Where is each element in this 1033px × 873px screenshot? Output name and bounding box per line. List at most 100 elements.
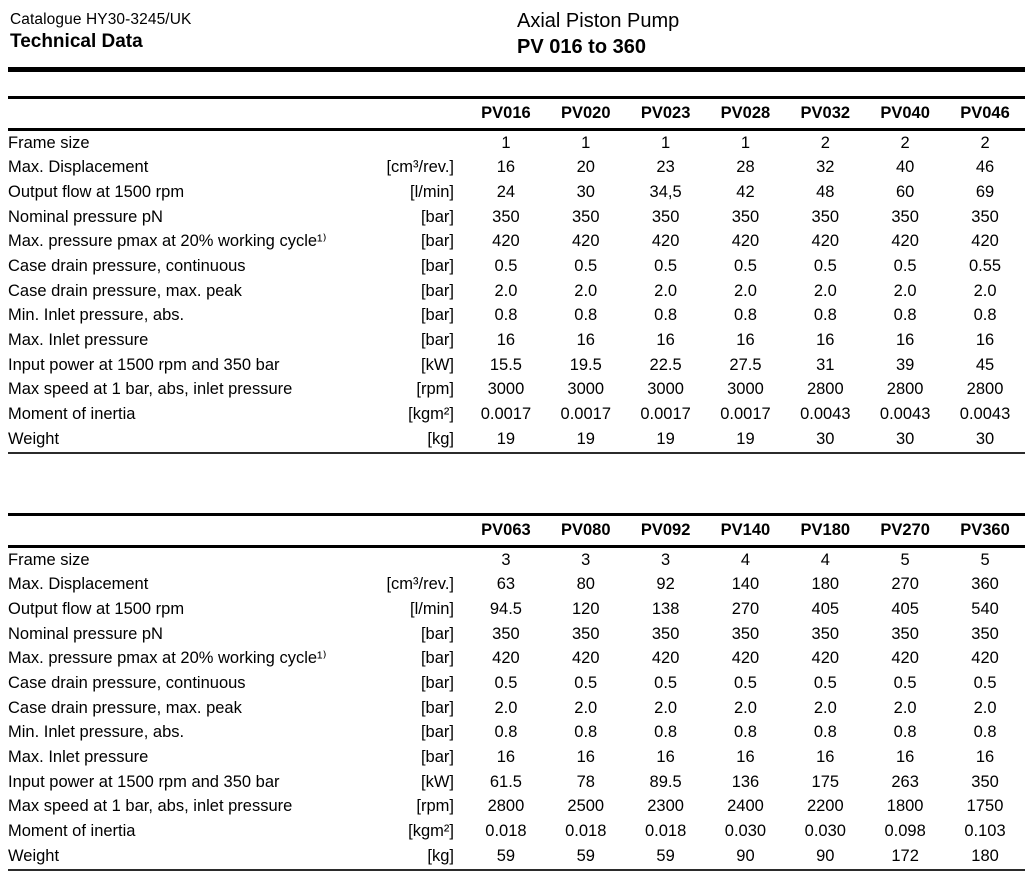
row-label: Frame size [8, 550, 90, 569]
value-cell: 2800 [487, 797, 525, 816]
row-unit: [bar] [420, 331, 454, 350]
value-cell: 405 [811, 599, 840, 618]
value-cell: 420 [811, 232, 840, 251]
value-cell: 15.5 [489, 355, 522, 374]
value-cell: 270 [891, 575, 919, 594]
value-cell: 0.8 [494, 306, 518, 325]
value-cell: 420 [572, 649, 600, 668]
row-unit: [kg] [427, 846, 454, 865]
row-label: Case drain pressure, max. peak [8, 281, 242, 300]
table-row: Max. pressure pmax at 20% working cycle¹… [8, 230, 1025, 255]
row-label: Moment of inertia [8, 822, 136, 841]
value-cell: 16 [736, 748, 755, 767]
row-label: Max speed at 1 bar, abs, inlet pressure [8, 380, 293, 399]
value-cell: 94.5 [489, 599, 522, 618]
row-unit: [rpm] [416, 380, 454, 399]
row-unit [308, 546, 466, 572]
value-cell: 5 [900, 550, 910, 569]
value-cell: 420 [731, 649, 760, 668]
value-cell: 27.5 [729, 355, 762, 374]
value-cell: 92 [656, 575, 675, 594]
row-unit: [kg] [427, 429, 454, 448]
value-cell: 39 [895, 355, 915, 374]
value-cell: 350 [811, 624, 840, 643]
row-unit [308, 130, 466, 156]
value-cell: 32 [816, 158, 835, 177]
value-cell: 350 [971, 624, 999, 643]
value-cell: 420 [971, 649, 999, 668]
row-unit: [bar] [420, 281, 454, 300]
table-row: Weight [kg] 19 19 19 19 30 30 30 [8, 427, 1025, 453]
value-cell: 30 [816, 429, 835, 448]
value-cell: 3 [581, 550, 591, 569]
product-name: Axial Piston Pump [517, 10, 680, 32]
row-label: Nominal pressure pN [8, 624, 163, 643]
value-cell: 2.0 [893, 281, 917, 300]
value-cell: 120 [572, 599, 600, 618]
value-cell: 0.8 [654, 306, 678, 325]
value-cell: 20 [576, 158, 595, 177]
table-row: Case drain pressure, max. peak [bar] 2.0 2.… [8, 279, 1025, 304]
table-row: Weight [kg] 59 59 59 90 90 172 180 [8, 844, 1025, 870]
table-row: Output flow at 1500 rpm [l/min] 94.5 120 138… [8, 597, 1025, 622]
value-cell: 16 [895, 748, 915, 767]
value-cell: 420 [891, 649, 919, 668]
table-row: Input power at 1500 rpm and 350 bar [kW] 1… [8, 353, 1025, 378]
value-cell: 180 [971, 846, 999, 865]
row-label: Max. Displacement [8, 575, 149, 594]
value-cell: 420 [572, 232, 600, 251]
table-row: Output flow at 1500 rpm [l/min] 24 30 34,5 42… [8, 180, 1025, 205]
value-cell: 34,5 [649, 182, 682, 201]
value-cell: 136 [731, 772, 760, 791]
value-cell: 420 [492, 232, 520, 251]
row-unit: [bar] [420, 257, 454, 276]
value-cell: 420 [811, 649, 840, 668]
value-cell: 2800 [806, 380, 844, 399]
value-cell: 0.5 [574, 257, 598, 276]
row-unit: [l/min] [409, 182, 454, 201]
value-cell: 420 [731, 232, 760, 251]
value-cell: 61.5 [489, 772, 522, 791]
row-unit: [l/min] [409, 599, 454, 618]
value-cell: 19 [736, 429, 755, 448]
table-row: Case drain pressure, continuous [bar] 0.5 0… [8, 254, 1025, 279]
row-label: Case drain pressure, continuous [8, 673, 246, 692]
page-header: Catalogue HY30-3245/UK Technical Data Ax… [8, 8, 1025, 66]
value-cell: 59 [576, 846, 595, 865]
value-cell: 4 [740, 550, 751, 569]
column-header: PV016 [466, 97, 546, 131]
value-cell: 59 [496, 846, 516, 865]
table-row: Max. Displacement [cm³/rev.] 63 80 92 140 180 2… [8, 573, 1025, 598]
value-cell: 5 [980, 550, 990, 569]
row-unit: [rpm] [416, 797, 454, 816]
column-header: PV080 [545, 514, 626, 548]
row-unit: [bar] [420, 698, 454, 717]
value-cell: 48 [816, 182, 835, 201]
value-cell: 0.0017 [640, 405, 691, 424]
value-cell: 16 [576, 748, 595, 767]
value-cell: 2800 [966, 380, 1004, 399]
value-cell: 0.8 [893, 306, 917, 325]
tables-host: PV016 PV020 PV023 PV028 PV032 PV040 PV046 Frame… [8, 96, 1025, 871]
value-cell: 59 [656, 846, 675, 865]
value-cell: 3 [661, 550, 671, 569]
value-cell: 2 [820, 133, 830, 152]
value-cell: 2.0 [733, 281, 757, 300]
column-header: PV046 [945, 97, 1025, 131]
row-label: Nominal pressure pN [8, 207, 163, 226]
value-cell: 360 [971, 575, 999, 594]
value-cell: 0.018 [485, 822, 527, 841]
value-cell: 0.5 [813, 257, 837, 276]
row-label: Min. Inlet pressure, abs. [8, 723, 185, 742]
value-cell: 19.5 [569, 355, 602, 374]
column-header: PV032 [785, 97, 866, 131]
row-label: Min. Inlet pressure, abs. [8, 306, 185, 325]
value-cell: 350 [731, 207, 760, 226]
value-cell: 0.5 [893, 673, 917, 692]
value-cell: 540 [971, 599, 999, 618]
table-row: Nominal pressure pN [bar] 350 350 350 350 350 3… [8, 622, 1025, 647]
column-header: PV180 [785, 514, 866, 548]
value-cell: 3000 [727, 380, 764, 399]
value-cell: 0.8 [813, 723, 837, 742]
value-cell: 0.8 [973, 723, 997, 742]
